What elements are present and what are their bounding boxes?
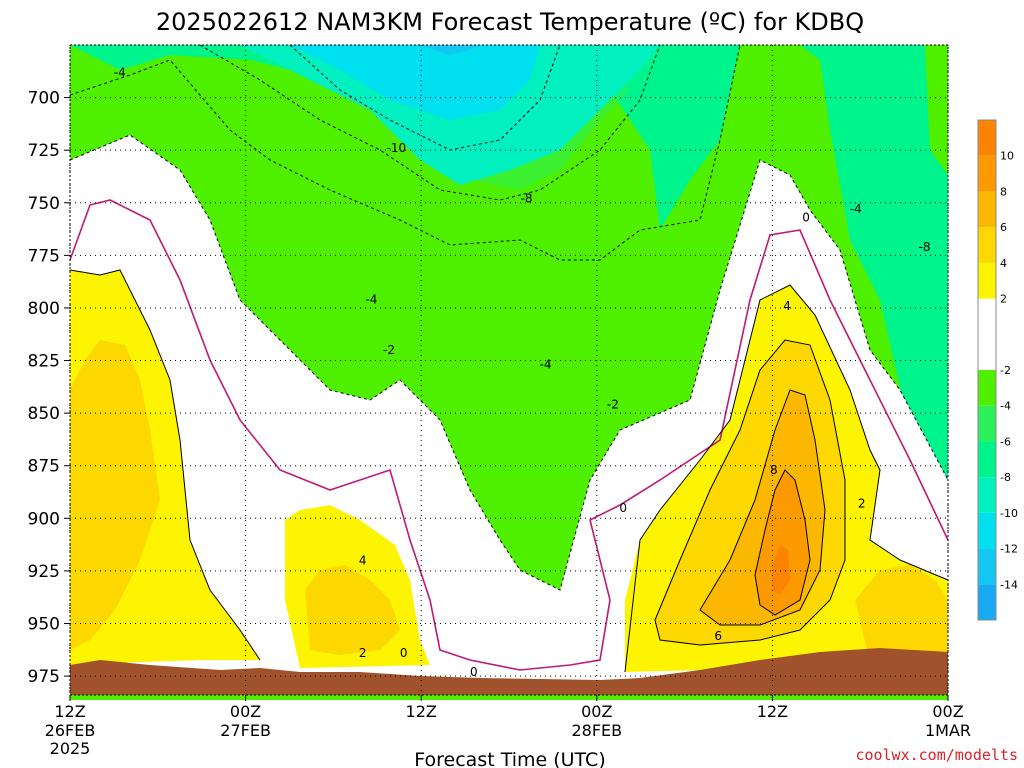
contour-0	[69, 199, 949, 671]
x-axis-label: Forecast Time (UTC)	[414, 749, 605, 768]
contour-label: 0	[802, 210, 810, 224]
colorbar-swatch	[978, 227, 996, 263]
y-tick-label: 850	[28, 404, 60, 424]
colorbar-swatch	[978, 120, 996, 156]
contour-label: 0	[619, 501, 627, 515]
y-tick-label: 725	[28, 141, 60, 161]
contour-label: -4	[365, 293, 377, 307]
band-8-to-10	[755, 470, 810, 615]
band-10-to-12	[772, 545, 790, 595]
y-tick-label: 750	[28, 194, 60, 214]
colorbar-swatch	[978, 191, 996, 228]
contour-4-right	[654, 339, 846, 646]
contour-2-right	[624, 284, 949, 673]
band-minus14-to-minus12	[420, 45, 480, 55]
colorbar-label: 8	[1000, 185, 1007, 198]
x-tick-label: 12Z	[757, 702, 788, 721]
contour-label: -8	[919, 240, 931, 254]
contour-8-right	[754, 469, 811, 616]
x-tick-label: 2025	[50, 739, 91, 758]
colorbar-label: 4	[1000, 257, 1007, 270]
colorbar-swatch	[978, 370, 996, 406]
x-tick-label: 12Z	[54, 702, 85, 721]
y-tick-label: 875	[28, 457, 60, 477]
colorbar-label: 6	[1000, 221, 1007, 234]
contour-label: -10	[387, 141, 407, 155]
plot-area	[70, 45, 948, 700]
y-tick-label: 900	[28, 509, 60, 529]
contour-label: -8	[521, 192, 533, 206]
x-tick-label: 27FEB	[220, 721, 271, 740]
colorbar-label: -14	[1000, 578, 1018, 591]
colorbar-swatch	[978, 155, 996, 192]
colorbar-label: 10	[1000, 150, 1014, 163]
contour-6-right	[699, 389, 826, 626]
x-tick-label: 1MAR	[925, 721, 971, 740]
colorbar-label: -10	[1000, 507, 1018, 520]
contour-label: 2	[359, 646, 367, 660]
colorbar-label: -8	[1000, 471, 1011, 484]
y-tick-label: 825	[28, 352, 60, 372]
y-tick-label: 775	[28, 246, 60, 266]
y-tick-label: 975	[28, 667, 60, 687]
colorbar: 10 8 6 4 2 -2 -4 -6 -8 -10 -12 -14	[977, 119, 1018, 621]
terrain-ground	[70, 648, 948, 695]
contour-label: -4	[540, 358, 552, 372]
y-tick-label: 925	[28, 562, 60, 582]
x-tick-label: 12Z	[406, 702, 437, 721]
colorbar-swatch	[978, 441, 996, 478]
x-tick-label: 26FEB	[45, 721, 96, 740]
contour-label: -4	[114, 65, 126, 79]
contour-label: -2	[607, 398, 619, 412]
contour-label: 0	[400, 646, 408, 660]
colorbar-swatch	[978, 405, 996, 442]
contour-label: 4	[359, 553, 367, 567]
credit-text: coolwx.com/modelts	[855, 746, 1018, 764]
colorbar-label: 2	[1000, 293, 1007, 306]
contour-labels: -4 -10 -8 -4 -2 -4 -2 0 0 -4 -8 4 8 2 4 2 0 0 6	[114, 65, 931, 679]
colorbar-label: -6	[1000, 435, 1011, 448]
x-tick-label: 00Z	[230, 702, 261, 721]
colorbar-label: -4	[1000, 400, 1011, 413]
y-tick-label: 950	[28, 614, 60, 634]
contour-label: -2	[383, 343, 395, 357]
chart-title: 2025022612 NAM3KM Forecast Temperature (…	[156, 8, 864, 36]
grid-lines	[69, 45, 949, 695]
x-tick-label: 28FEB	[571, 721, 622, 740]
colorbar-swatch	[978, 262, 996, 299]
y-axis: 700 725 750 775 800 825 850 875 900 925 950 975	[28, 89, 70, 687]
band-minus12-to-minus10	[290, 45, 540, 120]
contour-label: 8	[770, 463, 778, 477]
colorbar-swatch	[978, 512, 996, 549]
colorbar-label: -12	[1000, 543, 1018, 556]
contour-label: -4	[850, 202, 862, 216]
contour-2-left	[69, 269, 261, 661]
colorbar-label: -2	[1000, 364, 1011, 377]
colorbar-swatch	[978, 584, 996, 620]
y-tick-label: 800	[28, 299, 60, 319]
colorbar-swatch	[978, 477, 996, 513]
contour-minus8	[199, 44, 661, 201]
x-tick-label: 00Z	[581, 702, 612, 721]
band-4-to-6-left	[70, 340, 160, 650]
band-4-to-6-mid	[305, 565, 400, 655]
contour-label: 2	[858, 497, 866, 511]
band-4-to-6-far-right	[855, 565, 948, 662]
colorbar-swatch	[978, 298, 996, 370]
contour-label: 6	[714, 629, 722, 643]
contour-minus4	[69, 44, 741, 261]
y-tick-label: 700	[28, 89, 60, 109]
x-tick-label: 00Z	[932, 702, 963, 721]
contour-label: 0	[470, 665, 478, 679]
colorbar-frame	[977, 119, 997, 621]
colorbar-swatch	[978, 548, 996, 585]
contour-label: 4	[783, 299, 791, 313]
